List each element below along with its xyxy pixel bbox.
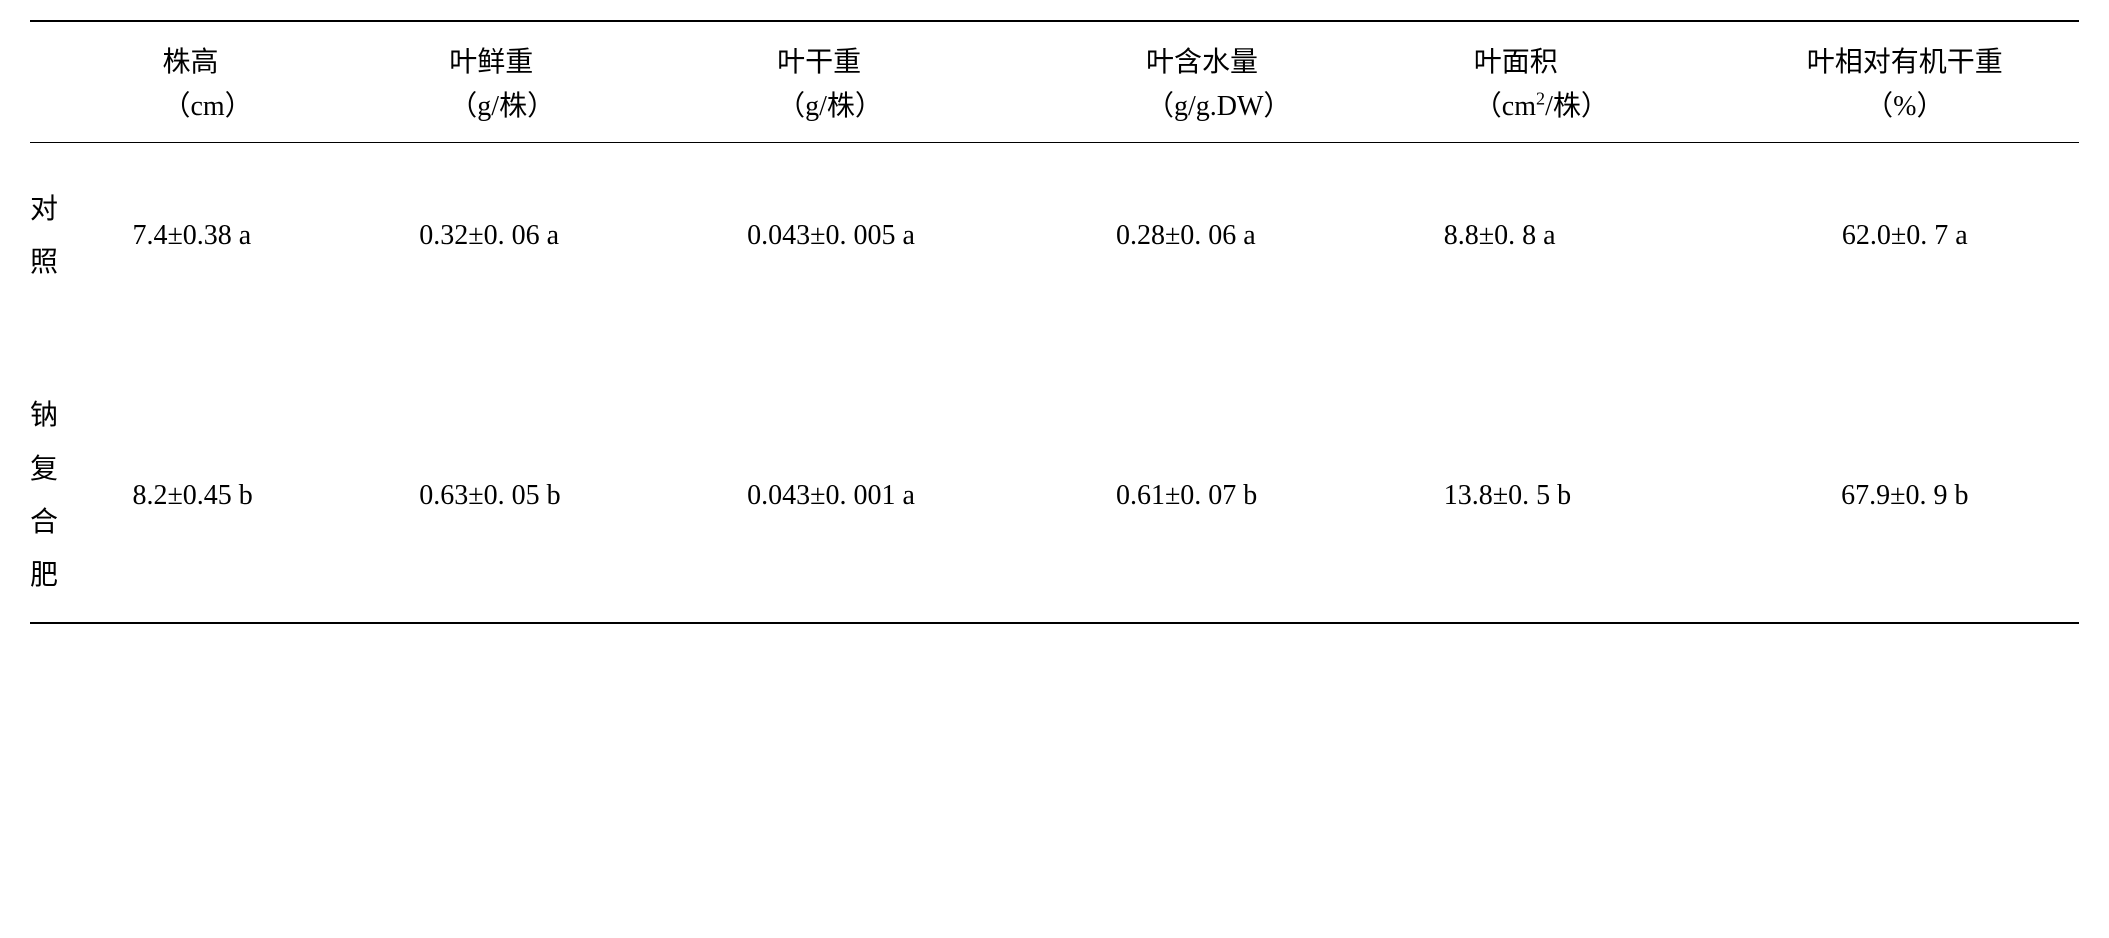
- header-col-4: 叶含水量: [1116, 21, 1444, 84]
- unit-col-3: （g/株）: [747, 84, 1116, 143]
- cell: 67.9±0. 9 b: [1731, 379, 2079, 623]
- unit-col-2: （g/株）: [419, 84, 747, 143]
- table-row: 钠复合肥 8.2±0.45 b 0.63±0. 05 b 0.043±0. 00…: [30, 379, 2079, 623]
- cell: 0.32±0. 06 a: [419, 143, 747, 380]
- cell: 0.043±0. 005 a: [747, 143, 1116, 380]
- unit-col-6: （%）: [1731, 84, 2079, 143]
- unit-col-4: （g/g.DW）: [1116, 84, 1444, 143]
- header-row-labels: 株高 叶鲜重 叶干重 叶含水量 叶面积 叶相对有机干重: [30, 21, 2079, 84]
- cell: 0.61±0. 07 b: [1116, 379, 1444, 623]
- unit-col-5: （cm2/株）: [1444, 84, 1731, 143]
- header-row-units: （cm） （g/株） （g/株） （g/g.DW） （cm2/株） （%）: [30, 84, 2079, 143]
- header-empty: [30, 21, 132, 84]
- cell: 62.0±0. 7 a: [1731, 143, 2079, 380]
- header-col-6: 叶相对有机干重: [1731, 21, 2079, 84]
- row-label-control: 对照: [30, 143, 132, 380]
- cell: 0.28±0. 06 a: [1116, 143, 1444, 380]
- cell: 8.8±0. 8 a: [1444, 143, 1731, 380]
- data-table: 株高 叶鲜重 叶干重 叶含水量 叶面积 叶相对有机干重 （cm） （g/株） （…: [30, 20, 2079, 624]
- cell: 7.4±0.38 a: [132, 143, 419, 380]
- cell: 8.2±0.45 b: [132, 379, 419, 623]
- header-col-5: 叶面积: [1444, 21, 1731, 84]
- header-unit-empty: [30, 84, 132, 143]
- cell: 0.63±0. 05 b: [419, 379, 747, 623]
- cell: 0.043±0. 001 a: [747, 379, 1116, 623]
- header-col-2: 叶鲜重: [419, 21, 747, 84]
- row-label-treatment: 钠复合肥: [30, 379, 132, 623]
- cell: 13.8±0. 5 b: [1444, 379, 1731, 623]
- header-col-3: 叶干重: [747, 21, 1116, 84]
- unit-col-1: （cm）: [132, 84, 419, 143]
- table-row: 对照 7.4±0.38 a 0.32±0. 06 a 0.043±0. 005 …: [30, 143, 2079, 380]
- header-col-1: 株高: [132, 21, 419, 84]
